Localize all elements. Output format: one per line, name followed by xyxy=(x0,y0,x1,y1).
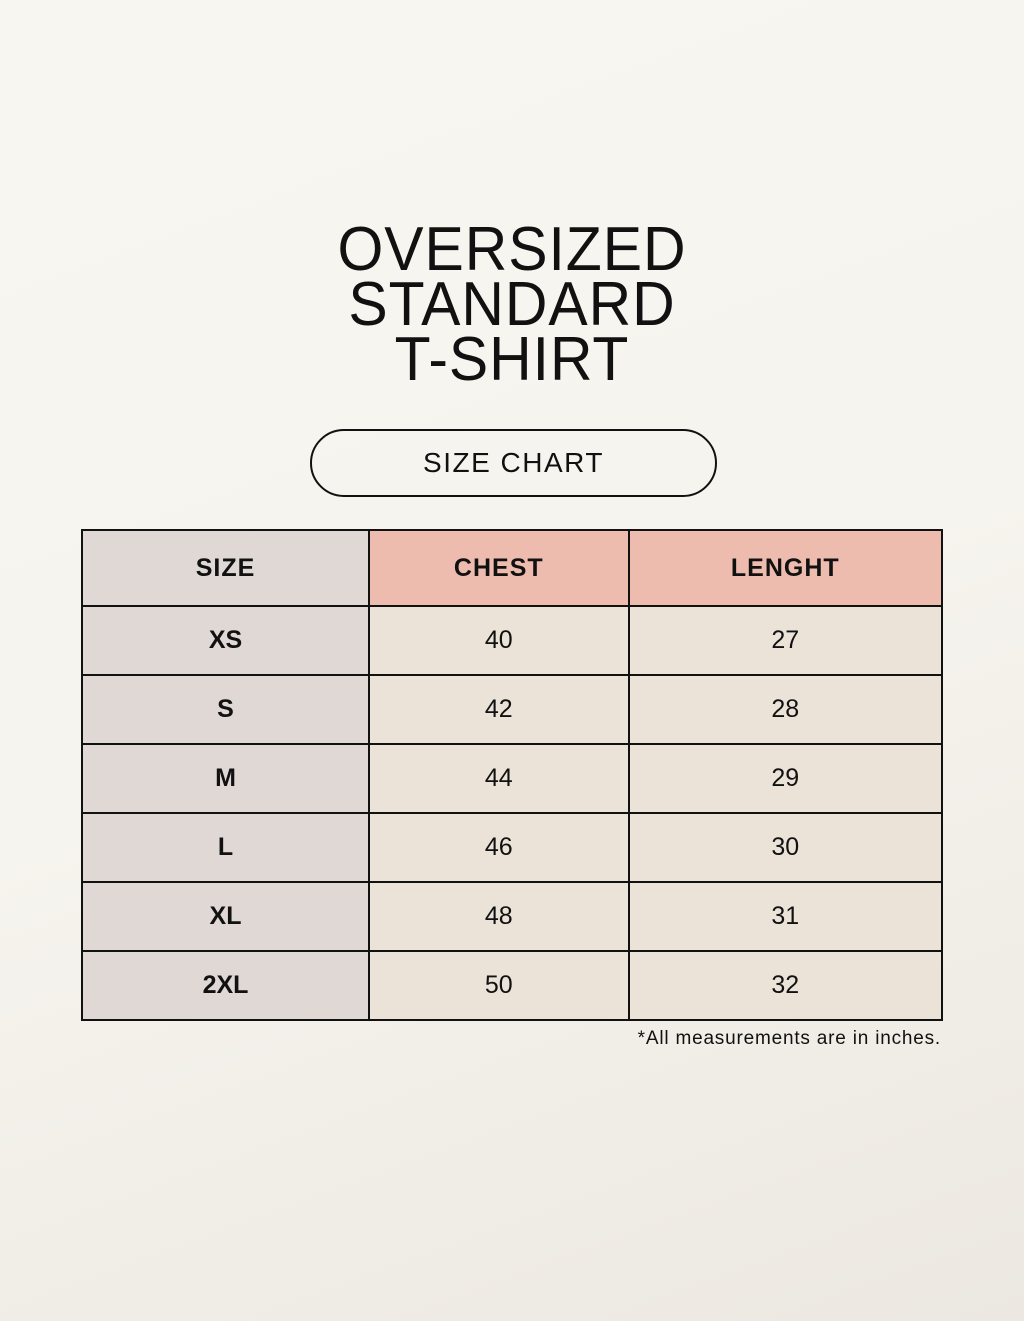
title-line: STANDARD xyxy=(348,270,676,339)
cell-chest: 40 xyxy=(368,605,630,676)
title-line: T-SHIRT xyxy=(394,325,630,394)
cell-chest: 44 xyxy=(368,743,630,814)
header-length: LENGHT xyxy=(627,529,944,607)
cell-size: XS xyxy=(81,605,370,676)
cell-length: 29 xyxy=(627,743,944,814)
cell-length: 32 xyxy=(627,950,944,1021)
cell-chest: 42 xyxy=(368,674,630,745)
page-title: OVERSIZED STANDARD T-SHIRT xyxy=(0,215,1024,394)
cell-size: 2XL xyxy=(81,950,370,1021)
cell-length: 28 xyxy=(627,674,944,745)
table-row: L 46 30 xyxy=(81,812,944,883)
table-row: S 42 28 xyxy=(81,674,944,745)
title-line: OVERSIZED xyxy=(337,215,687,284)
cell-chest: 46 xyxy=(368,812,630,883)
table-header-row: SIZE CHEST LENGHT xyxy=(81,529,944,607)
cell-size: S xyxy=(81,674,370,745)
table-row: XS 40 27 xyxy=(81,605,944,676)
cell-size: XL xyxy=(81,881,370,952)
size-table: SIZE CHEST LENGHT XS 40 27 S 42 28 M 44 29 L 46 30 X… xyxy=(81,529,944,1021)
header-size: SIZE xyxy=(81,529,370,607)
cell-size: L xyxy=(81,812,370,883)
header-chest: CHEST xyxy=(368,529,630,607)
table-row: XL 48 31 xyxy=(81,881,944,952)
cell-length: 31 xyxy=(627,881,944,952)
size-chart-label: SIZE CHART xyxy=(310,429,717,497)
cell-chest: 50 xyxy=(368,950,630,1021)
cell-chest: 48 xyxy=(368,881,630,952)
table-row: M 44 29 xyxy=(81,743,944,814)
cell-size: M xyxy=(81,743,370,814)
table-row: 2XL 50 32 xyxy=(81,950,944,1021)
cell-length: 27 xyxy=(627,605,944,676)
cell-length: 30 xyxy=(627,812,944,883)
measurement-note: *All measurements are in inches. xyxy=(637,1028,941,1049)
